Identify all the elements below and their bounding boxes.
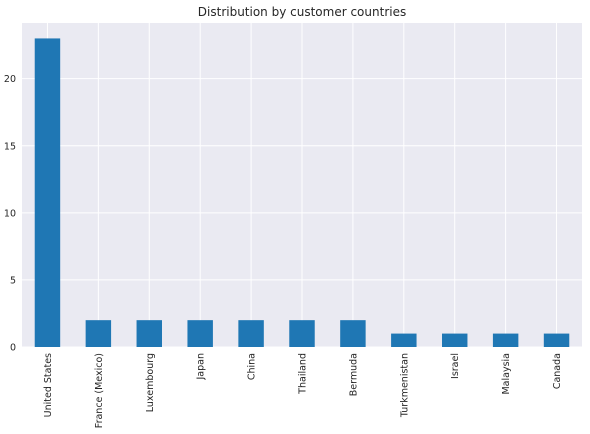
bar-bermuda bbox=[340, 320, 366, 347]
x-tick-label: Japan bbox=[196, 353, 207, 381]
y-tick-label: 20 bbox=[4, 74, 16, 85]
x-tick-label: France (Mexico) bbox=[94, 353, 105, 428]
bars bbox=[34, 38, 570, 348]
x-tick-label: Israel bbox=[450, 353, 461, 379]
x-axis-ticks: United States France (Mexico) Luxembourg Ja… bbox=[43, 353, 563, 428]
bar-malaysia bbox=[492, 333, 519, 347]
x-tick-label: Thailand bbox=[298, 353, 309, 395]
bar-turkmenistan bbox=[391, 333, 417, 347]
bar-israel bbox=[442, 333, 468, 347]
y-tick-label: 15 bbox=[4, 141, 16, 152]
grid-lines bbox=[22, 23, 582, 348]
y-tick-label: 10 bbox=[4, 208, 16, 219]
bar-china bbox=[238, 320, 264, 347]
bar-united-states bbox=[34, 38, 61, 348]
bar-canada bbox=[543, 333, 570, 347]
y-tick-label: 0 bbox=[10, 343, 16, 354]
y-axis-ticks: 0 5 10 15 20 bbox=[4, 74, 16, 353]
x-tick-label: Malaysia bbox=[501, 353, 512, 395]
chart-title: Distribution by customer countries bbox=[198, 5, 406, 19]
bar-japan bbox=[187, 320, 213, 347]
bar-luxembourg bbox=[136, 320, 162, 347]
x-tick-label: Turkmenistan bbox=[399, 353, 410, 418]
x-tick-label: Luxembourg bbox=[145, 353, 156, 412]
x-tick-label: Canada bbox=[552, 353, 563, 389]
x-tick-label: United States bbox=[43, 353, 54, 417]
y-tick-label: 5 bbox=[10, 275, 16, 286]
x-tick-label: Bermuda bbox=[348, 353, 359, 396]
x-tick-label: China bbox=[247, 353, 258, 380]
bar-thailand bbox=[289, 320, 315, 347]
bar-france-mexico bbox=[85, 320, 112, 347]
